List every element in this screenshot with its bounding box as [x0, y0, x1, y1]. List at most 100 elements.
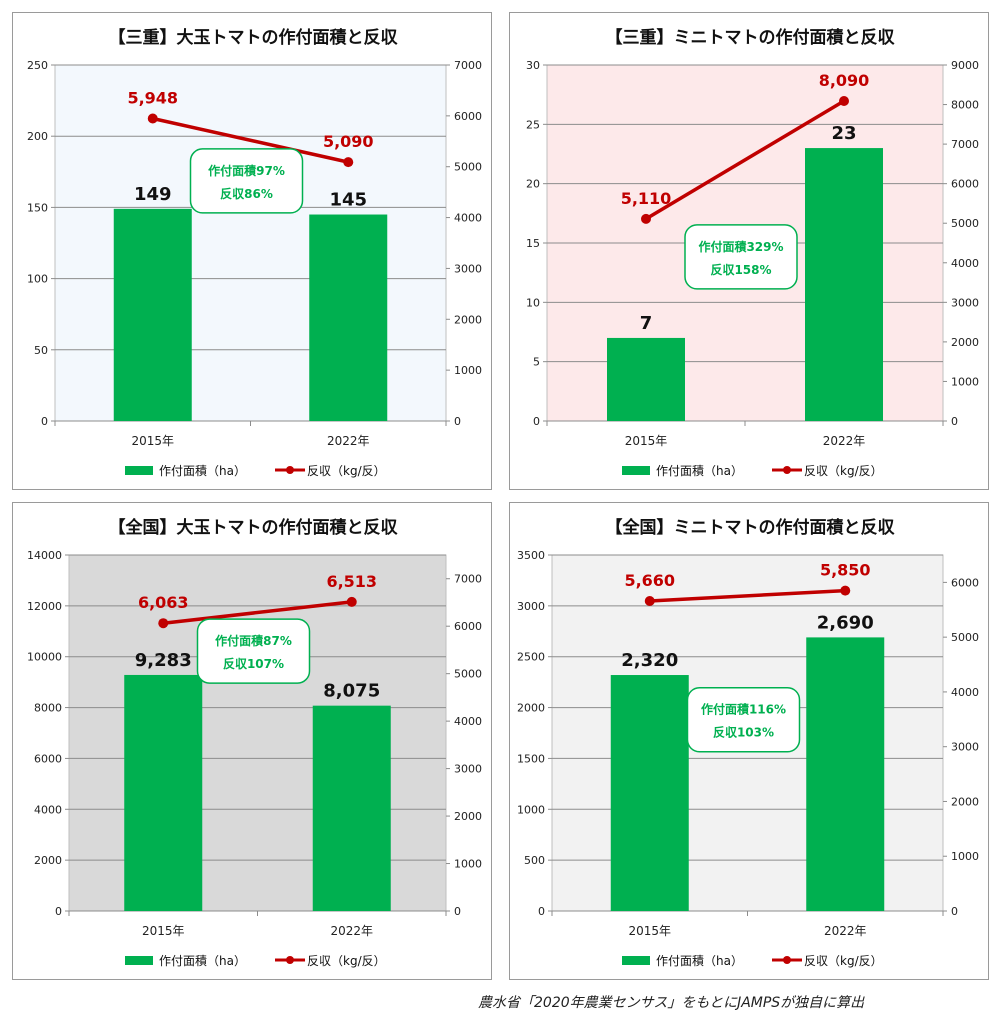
left-axis-tick-label: 25 [526, 118, 540, 131]
left-axis-tick-label: 0 [538, 905, 545, 918]
left-axis-tick-label: 10 [526, 296, 540, 309]
right-axis-tick-label: 0 [951, 415, 958, 428]
annotation-line1: 作付面積116% [701, 702, 786, 717]
right-axis-tick-label: 6000 [951, 576, 979, 589]
left-axis-tick-label: 1000 [517, 803, 545, 816]
line-point [840, 585, 851, 596]
bar [607, 337, 685, 421]
chart-svg-mie-mini-tomato: 【三重】ミニトマトの作付面積と反収 0 5 10 15 20 25 30 0 1000 2000 30… [526, 27, 979, 478]
chart-title: 【全国】ミニトマトの作付面積と反収 [606, 517, 896, 538]
left-axis-tick-label: 150 [27, 201, 48, 214]
right-axis-tick-label: 1000 [454, 858, 482, 871]
legend-label-bar: 作付面積（ha） [159, 953, 246, 968]
right-axis-tick-label: 4000 [454, 212, 482, 225]
chart-title: 【全国】大玉トマトの作付面積と反収 [109, 517, 399, 538]
right-axis-tick-label: 3000 [454, 262, 482, 275]
bar [113, 208, 192, 421]
annotation-line1: 作付面積329% [698, 239, 783, 254]
right-axis-tick-label: 1000 [454, 364, 482, 377]
legend-swatch-bar [622, 956, 650, 965]
left-axis-tick-label: 10000 [27, 651, 62, 664]
right-axis-tick-label: 0 [951, 905, 958, 918]
x-axis-tick-label: 2022年 [824, 924, 867, 938]
chart-svg-national-large-tomato: 【全国】大玉トマトの作付面積と反収02000400060008000100001… [27, 517, 482, 968]
chart-title: 【三重】ミニトマトの作付面積と反収 [606, 27, 896, 48]
bar [312, 705, 391, 911]
bar-data-label: 149 [134, 184, 172, 205]
bar [610, 675, 689, 911]
legend-swatch-marker [783, 466, 791, 474]
legend-swatch-bar [125, 956, 153, 965]
line-data-label: 5,110 [621, 189, 672, 208]
right-axis-tick-label: 2000 [951, 336, 979, 349]
left-axis-tick-label: 0 [533, 415, 540, 428]
left-axis-tick-label: 0 [41, 415, 48, 428]
right-axis-tick-label: 5000 [951, 217, 979, 230]
right-axis-tick-label: 3000 [951, 741, 979, 754]
left-axis-tick-label: 500 [524, 854, 545, 867]
left-axis-tick-label: 30 [526, 59, 540, 72]
right-axis-tick-label: 6000 [454, 620, 482, 633]
line-point [147, 113, 158, 124]
line-data-label: 6,063 [138, 593, 189, 612]
annotation-line2: 反収86% [220, 186, 273, 201]
legend-swatch-marker [783, 956, 791, 964]
right-axis-tick-label: 6000 [951, 178, 979, 191]
legend-swatch-marker [286, 956, 294, 964]
legend-label-bar: 作付面積（ha） [159, 463, 246, 478]
bar-data-label: 8,075 [323, 681, 380, 702]
x-axis-tick-label: 2015年 [142, 924, 185, 938]
annotation-line1: 作付面積87% [215, 633, 292, 648]
line-point [641, 213, 651, 224]
left-axis-tick-label: 5 [533, 356, 540, 369]
annotation-box [686, 686, 801, 753]
line-data-label: 5,090 [323, 132, 374, 151]
chart-panel-national-mini-tomato: 【全国】ミニトマトの作付面積と反収 0 500 1000 1500 2000 2500 300… [509, 502, 989, 980]
left-axis-tick-label: 0 [55, 905, 62, 918]
left-axis-tick-label: 2500 [517, 651, 545, 664]
bar-data-label: 7 [640, 313, 653, 334]
bar [805, 148, 883, 422]
annotation-box [196, 618, 311, 684]
right-axis-tick-label: 8000 [951, 99, 979, 112]
right-axis-tick-label: 6000 [454, 110, 482, 123]
line-point [343, 157, 354, 168]
chart-panel-mie-mini-tomato: 【三重】ミニトマトの作付面積と反収 0 5 10 15 20 25 30 0 1000 2000 30… [509, 12, 989, 490]
annotation-box [189, 148, 304, 214]
right-axis-tick-label: 9000 [951, 59, 979, 72]
left-axis-tick-label: 4000 [34, 803, 62, 816]
line-data-label: 5,660 [624, 571, 675, 590]
line-data-label: 8,090 [819, 71, 870, 90]
left-axis-tick-label: 14000 [27, 549, 62, 562]
line-point [839, 95, 849, 106]
series-line [163, 600, 352, 625]
line-point [644, 596, 655, 607]
x-axis-tick-label: 2022年 [327, 434, 370, 448]
line-data-label: 6,513 [326, 572, 377, 591]
left-axis-tick-label: 50 [34, 344, 48, 357]
bar-data-label: 2,320 [621, 650, 678, 671]
right-axis-tick-label: 3000 [951, 296, 979, 309]
right-axis-tick-label: 2000 [454, 810, 482, 823]
bar-data-label: 145 [329, 190, 367, 211]
left-axis-tick-label: 3500 [517, 549, 545, 562]
chart-title: 【三重】大玉トマトの作付面積と反収 [109, 27, 399, 48]
bar [309, 214, 388, 421]
x-axis-tick-label: 2015年 [131, 434, 174, 448]
left-axis-tick-label: 12000 [27, 600, 62, 613]
right-axis-tick-label: 1000 [951, 375, 979, 388]
right-axis-tick-label: 0 [454, 415, 461, 428]
left-axis-tick-label: 200 [27, 130, 48, 143]
left-axis-tick-label: 100 [27, 273, 48, 286]
x-axis-tick-label: 2022年 [823, 434, 866, 448]
bar-data-label: 2,690 [817, 612, 874, 633]
bar [806, 637, 885, 911]
line-data-label: 5,850 [820, 561, 871, 580]
legend-swatch-bar [125, 466, 153, 475]
left-axis-tick-label: 250 [27, 59, 48, 72]
series-line [649, 588, 846, 603]
chart-svg-mie-large-tomato: 【三重】大玉トマトの作付面積と反収 0 50 100 150 200 250 0 1000 200… [27, 27, 482, 478]
series-line [152, 116, 349, 164]
annotation-line2: 反収103% [713, 725, 774, 740]
left-axis-tick-label: 1500 [517, 752, 545, 765]
